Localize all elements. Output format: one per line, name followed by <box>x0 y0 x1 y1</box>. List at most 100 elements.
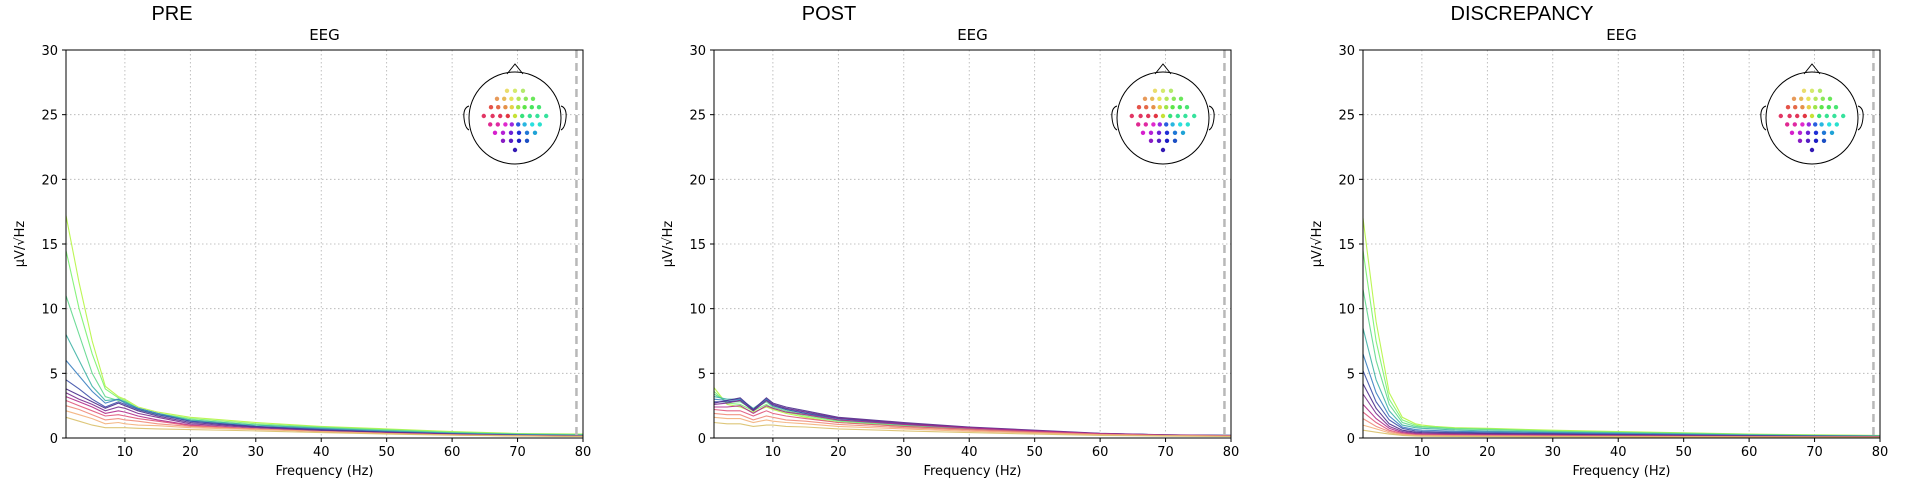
sensor-dot <box>1809 113 1815 119</box>
sensor-dot <box>1805 138 1811 143</box>
series-line <box>1362 218 1881 436</box>
y-tick-label: 30 <box>41 44 58 59</box>
sensor-dot <box>1157 105 1163 110</box>
sensor-dot <box>481 113 486 119</box>
x-tick-label: 70 <box>1806 445 1823 460</box>
sensor-dot <box>1136 122 1141 127</box>
y-tick-label: 5 <box>50 367 58 382</box>
sensor-dot <box>1809 88 1815 94</box>
sensor-dot <box>1795 113 1800 119</box>
sensor-dot <box>1170 122 1175 127</box>
sensor-dot <box>1787 113 1792 119</box>
sensor-dot <box>1789 130 1795 135</box>
sensor-dot <box>1144 105 1149 110</box>
sensor-layout-inset <box>463 63 567 165</box>
y-tick-label: 10 <box>1338 303 1355 318</box>
series-line <box>1362 327 1881 437</box>
sensor-dot <box>1817 113 1822 119</box>
sensor-dot <box>1813 122 1818 127</box>
axes-title: EEG <box>957 26 988 44</box>
sensor-dot <box>1797 138 1803 143</box>
sensor-dot <box>1129 113 1135 119</box>
left-ear <box>463 105 470 131</box>
sensor-dot <box>1800 122 1805 127</box>
sensor-dot <box>1140 130 1146 135</box>
series-line <box>713 416 1232 437</box>
x-axis-label: Frequency (Hz) <box>923 464 1021 479</box>
sensor-dot <box>520 113 525 119</box>
sensor-dot <box>496 105 501 110</box>
left-ear <box>1760 105 1767 131</box>
sensor-dot <box>1142 96 1148 102</box>
sensor-dot <box>1801 88 1807 94</box>
sensor-dot <box>1834 122 1840 127</box>
sensor-dot <box>509 105 514 110</box>
sensor-dot <box>1180 130 1186 135</box>
sensor-dot <box>544 113 549 119</box>
sensor-layout-inset <box>1760 63 1864 165</box>
sensor-dot <box>508 138 514 143</box>
sensor-dot <box>1151 105 1156 110</box>
y-tick-label: 30 <box>689 44 706 59</box>
right-ear <box>1208 105 1215 131</box>
sensor-dot <box>1164 130 1170 135</box>
sensor-dot <box>1148 138 1154 143</box>
y-tick-label: 30 <box>1338 44 1355 59</box>
x-tick-label: 10 <box>1414 445 1431 460</box>
y-axis-label: µV/√Hz <box>13 221 28 268</box>
x-tick-label: 60 <box>444 445 461 460</box>
y-tick-label: 15 <box>41 238 58 253</box>
sensor-dot <box>516 138 522 143</box>
sensor-dot <box>1168 88 1174 94</box>
sensor-dot <box>1160 147 1166 153</box>
series-line <box>1362 429 1881 438</box>
sensor-dot <box>492 130 498 135</box>
axes-title: EEG <box>309 26 340 44</box>
sensor-dot <box>1177 105 1183 110</box>
sensor-dot <box>1806 105 1812 110</box>
sensor-dot <box>1792 122 1798 127</box>
sensor-dot <box>1156 130 1162 135</box>
x-tick-label: 80 <box>1223 445 1240 460</box>
sensor-dot <box>1819 105 1824 110</box>
sensor-dot <box>490 113 495 119</box>
sensor-dot <box>535 113 540 119</box>
sensor-dot <box>504 88 510 94</box>
sensor-dot <box>524 138 530 143</box>
x-tick-label: 50 <box>378 445 395 460</box>
series-line <box>65 416 584 437</box>
x-tick-label: 30 <box>896 445 913 460</box>
sensor-dot <box>530 96 536 102</box>
series-line <box>65 334 584 436</box>
y-tick-label: 15 <box>689 238 706 253</box>
sensor-dot <box>1821 138 1827 143</box>
sensor-dot <box>1821 130 1827 135</box>
sensor-dot <box>505 113 510 119</box>
sensor-dot <box>495 122 500 127</box>
x-tick-label: 80 <box>1872 445 1889 460</box>
series-line <box>1362 289 1881 437</box>
sensor-dot <box>1809 147 1815 153</box>
sensor-dot <box>1813 105 1818 110</box>
sensor-dot <box>1833 105 1839 110</box>
series-line <box>65 250 584 435</box>
series-line <box>1362 250 1881 437</box>
nose <box>506 63 524 75</box>
panel-title: DISCREPANCY <box>1451 3 1594 25</box>
sensor-dot <box>1827 96 1833 102</box>
x-tick-label: 10 <box>117 445 134 460</box>
sensor-dot <box>1813 138 1819 143</box>
y-tick-label: 5 <box>698 367 706 382</box>
sensor-dot <box>488 122 493 127</box>
sensor-dot <box>502 96 507 102</box>
sensor-dot <box>1164 138 1170 143</box>
sensor-dot <box>503 105 508 110</box>
sensor-dot <box>1160 88 1166 94</box>
sensor-dot <box>509 96 514 102</box>
sensor-dot <box>1819 122 1824 127</box>
nose <box>1154 63 1172 75</box>
sensor-dot <box>1157 96 1162 102</box>
sensor-dot <box>1820 96 1826 102</box>
sensor-dot <box>1806 122 1812 127</box>
